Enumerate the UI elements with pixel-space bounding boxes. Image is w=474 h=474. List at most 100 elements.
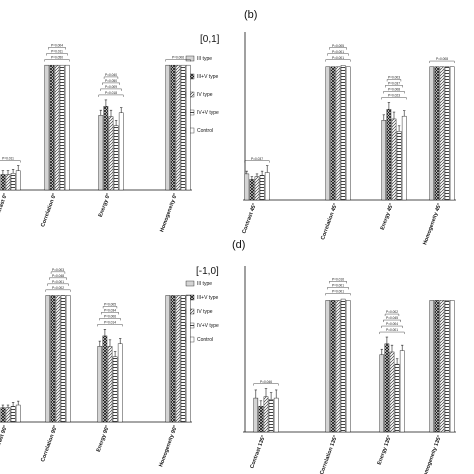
p-value-label-b-2-0: P=0.023 [388, 94, 400, 98]
bar-d-c1-s2 [335, 300, 341, 433]
legend-a-label-4: Control [197, 128, 213, 134]
legend-a-label-1: III+V type [197, 74, 218, 80]
p-value-label-b-3-0: P=0.008 [436, 57, 448, 61]
bar-a-c2-s0 [98, 115, 104, 191]
significance-bracket-b-1-1 [327, 53, 349, 56]
p-value-label-b-2-3: P=0.003 [388, 76, 400, 80]
significance-bracket-a-1-1 [46, 53, 68, 56]
bar-b-c2-s2 [391, 118, 397, 201]
category-label-d-3: Homogeneity 135° [421, 435, 443, 474]
bar-a-c2-s3 [113, 125, 119, 191]
chart-panel-b: Contrast 45° P=0.037 Correlation 45° P=0.00… [241, 32, 456, 246]
significance-bracket-c-2-2 [101, 312, 119, 315]
significance-bracket-c-1-1 [47, 283, 69, 286]
legend-a-item-0: III type [185, 55, 212, 62]
p-value-label-c-2-0: P=0.014 [104, 321, 116, 325]
bar-b-c0-s3 [259, 175, 265, 201]
bar-a-c1-s2 [54, 64, 60, 191]
legend-a-swatch-0 [185, 55, 195, 62]
bar-b-c0-s2 [254, 176, 260, 201]
chart-panel-d: Contrast 135° P=0.046 Correlation 135° P=0.… [243, 266, 456, 474]
significance-bracket-d-2-2 [383, 319, 401, 323]
p-value-label-c-1-3: P=0.003 [52, 268, 64, 272]
bar-d-c2-s2 [389, 351, 395, 433]
category-label-a-3: Homogeneity 0° [159, 193, 179, 233]
significance-bracket-d-2-0 [379, 331, 405, 335]
bar-b-c2-s4 [401, 115, 407, 201]
bar-b-c0-s4 [264, 172, 270, 201]
bar-a-c2-s1 [103, 106, 109, 191]
p-value-label-c-2-1: P=0.006 [104, 315, 116, 319]
legend-a-title: [0,1] [200, 34, 220, 45]
legend-a-label-3: IV+V type [197, 110, 219, 116]
bar-c-c1-s2 [55, 295, 61, 423]
bar-d-c0-s0 [253, 397, 259, 433]
legend-c-item-0: III type [185, 280, 212, 287]
bar-c-c2-s1 [102, 335, 108, 423]
bar-c-c3-s4 [185, 295, 191, 423]
p-value-label-c-2-2: P=0.034 [104, 309, 116, 313]
bar-a-c3-s4 [185, 64, 191, 191]
p-value-label-b-0-0: P=0.037 [251, 157, 263, 161]
bar-b-c3-s1 [434, 66, 440, 201]
panel-label-d: (d) [232, 239, 245, 251]
significance-bracket-c-2-1 [99, 318, 121, 321]
category-label-c-1: Correlation 90° [40, 425, 59, 463]
bar-c-c3-s2 [175, 295, 181, 423]
bar-b-c1-s4 [345, 66, 351, 201]
bar-a-c2-s4 [118, 112, 124, 191]
bar-d-c1-s1 [330, 300, 336, 433]
bar-b-c1-s3 [340, 65, 346, 201]
bar-c-c0-s2 [5, 407, 11, 423]
significance-bracket-d-2-3 [384, 313, 400, 317]
legend-c-item-1: III+V type [185, 294, 218, 301]
bar-d-c2-s1 [384, 343, 390, 433]
bar-a-c1-s3 [59, 64, 65, 191]
significance-bracket-c-2-0 [97, 324, 123, 327]
bar-d-c2-s3 [394, 363, 400, 433]
p-value-label-a-2-3: P=0.040 [105, 73, 117, 77]
category-label-b-0: Contrast 45° [241, 203, 258, 235]
bar-d-c3-s1 [434, 300, 440, 433]
bar-c-c1-s4 [65, 295, 71, 423]
bar-a-c3-s0 [165, 64, 171, 191]
bar-c-c3-s3 [180, 295, 186, 423]
bar-d-c0-s3 [268, 399, 274, 433]
chart-panel-a: Contrast 0° P=0.011 Correlation 0° P=0.050 P… [0, 44, 192, 233]
p-value-label-d-0-0: P=0.046 [260, 380, 272, 384]
bar-a-c3-s3 [180, 64, 186, 191]
p-value-label-c-1-2: P=0.048 [52, 274, 64, 278]
significance-bracket-b-2-3 [386, 79, 402, 82]
significance-bracket-d-1-1 [327, 287, 349, 290]
bar-c-c3-s1 [170, 295, 176, 423]
bar-a-c1-s1 [49, 64, 55, 191]
p-value-label-a-0-0: P=0.011 [2, 157, 14, 161]
significance-bracket-a-0-0 [0, 160, 21, 163]
bar-b-c0-s1 [249, 179, 255, 201]
significance-bracket-b-2-2 [385, 85, 403, 88]
significance-bracket-a-2-0 [98, 94, 124, 97]
bar-c-c1-s3 [60, 295, 66, 423]
significance-bracket-b-2-0 [381, 97, 407, 100]
significance-bracket-a-2-3 [103, 76, 119, 79]
p-value-label-d-1-1: P=0.001 [332, 284, 344, 288]
p-value-label-a-2-0: P=0.018 [105, 91, 117, 95]
p-value-label-d-2-3: P=0.002 [386, 310, 398, 314]
significance-bracket-d-1-2 [329, 281, 347, 284]
bar-d-c0-s4 [273, 397, 279, 433]
legend-c: [-1,0] III type III+V type IV type IV+V … [185, 266, 219, 343]
bar-d-c3-s4 [449, 300, 455, 433]
bar-a-c0-s3 [10, 173, 16, 191]
category-label-c-2: Energy 90° [96, 425, 111, 453]
significance-bracket-b-2-1 [383, 91, 405, 94]
p-value-label-d-1-0: P=0.001 [332, 290, 344, 294]
legend-a-item-1: III+V type [185, 73, 218, 80]
bar-b-c3-s4 [449, 66, 455, 201]
significance-bracket-a-3-0 [165, 59, 191, 62]
legend-c-item-3: IV+V type [185, 322, 219, 329]
significance-bracket-a-1-2 [48, 47, 66, 50]
significance-bracket-b-3-0 [429, 60, 455, 64]
legend-c-label-0: III type [197, 281, 212, 287]
bar-b-c3-s2 [439, 66, 445, 201]
significance-bracket-b-1-0 [325, 59, 351, 62]
